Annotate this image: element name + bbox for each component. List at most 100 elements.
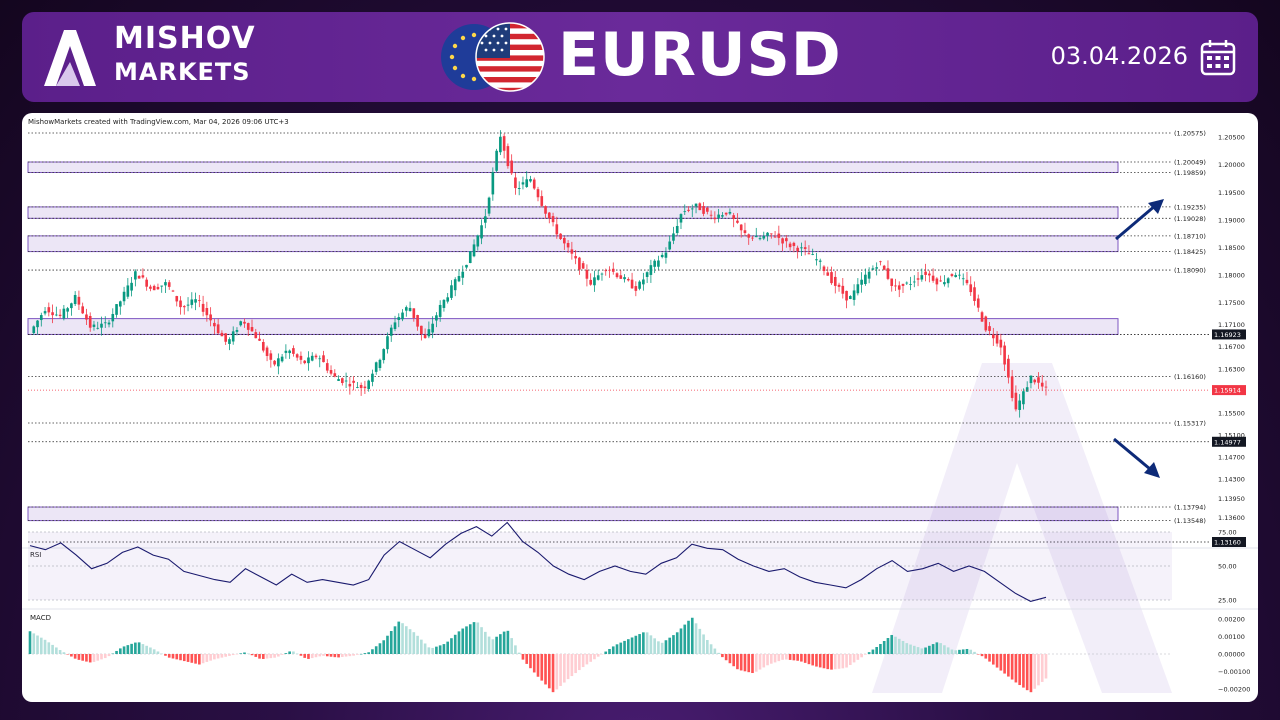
macd-bar-135 <box>536 654 540 677</box>
candle-133 <box>529 179 532 182</box>
macd-tick-2: 0.00000 <box>1218 651 1245 659</box>
price-tick-4: 1.18500 <box>1218 244 1245 252</box>
candle-44 <box>194 299 197 303</box>
macd-bar-70 <box>292 651 295 654</box>
candle-77 <box>318 358 322 360</box>
macd-bar-201 <box>785 654 788 660</box>
macd-bar-58 <box>246 653 250 654</box>
brand-line-2: MARKETS <box>114 58 251 86</box>
candle-110 <box>442 299 446 308</box>
macd-bar-86 <box>352 654 355 656</box>
macd-bar-2 <box>36 635 39 654</box>
macd-bar-199 <box>777 654 781 662</box>
candle-165 <box>649 265 653 275</box>
us-flag-icon <box>475 22 545 92</box>
macd-bar-52 <box>224 654 227 657</box>
macd-bar-147 <box>581 654 585 668</box>
candle-113 <box>453 279 457 291</box>
macd-bar-37 <box>167 654 171 658</box>
macd-bar-8 <box>58 650 62 654</box>
macd-bar-239 <box>928 645 931 654</box>
macd-bar-163 <box>642 632 645 654</box>
candle-140 <box>555 224 559 235</box>
level-label-3: (1.19235) <box>1174 203 1206 211</box>
currency-flags <box>441 22 545 92</box>
macd-bar-7 <box>55 647 58 654</box>
arrow-down-head <box>1144 462 1160 478</box>
candle-56 <box>239 321 243 326</box>
candle-131 <box>521 182 525 185</box>
candle-210 <box>818 260 822 262</box>
macd-bar-120 <box>480 627 483 654</box>
macd-bar-75 <box>310 654 314 659</box>
candles-group <box>32 130 1048 418</box>
macd-bar-266 <box>1029 654 1033 693</box>
macd-bar-242 <box>939 643 942 654</box>
macd-bar-241 <box>935 642 939 654</box>
macd-bar-198 <box>773 654 777 663</box>
macd-bar-109 <box>438 645 442 654</box>
macd-bar-17 <box>92 654 96 662</box>
rsi-line <box>29 521 1047 602</box>
macd-bar-24 <box>118 648 122 654</box>
candle-75 <box>310 355 314 361</box>
macd-bar-59 <box>250 654 254 656</box>
candle-238 <box>924 271 927 275</box>
macd-bar-127 <box>506 630 510 654</box>
highlight-tag-0 <box>1212 329 1246 340</box>
candle-175 <box>687 209 690 211</box>
candle-266 <box>1029 375 1033 384</box>
candle-35 <box>160 285 164 287</box>
candle-114 <box>457 276 461 282</box>
macd-bar-98 <box>397 621 401 654</box>
candle-159 <box>626 279 630 281</box>
macd-bar-237 <box>920 648 924 654</box>
macd-bar-187 <box>732 654 735 667</box>
macd-bar-87 <box>356 654 359 655</box>
macd-bar-49 <box>213 654 216 660</box>
macd-bar-214 <box>833 654 837 670</box>
candle-105 <box>423 334 427 339</box>
candle-162 <box>638 281 641 289</box>
candle-68 <box>284 350 288 353</box>
macd-bar-97 <box>393 626 397 654</box>
macd-bar-38 <box>171 654 175 659</box>
candle-139 <box>551 216 555 223</box>
candle-42 <box>186 304 190 306</box>
candle-134 <box>532 179 536 189</box>
candle-106 <box>427 329 431 337</box>
macd-bar-123 <box>491 639 495 654</box>
macd-bar-175 <box>687 620 690 654</box>
macd-bar-161 <box>634 635 638 654</box>
candle-224 <box>871 268 875 270</box>
arrow-up-head <box>1148 199 1164 214</box>
macd-bar-260 <box>1007 654 1010 677</box>
price-tick-9: 1.16300 <box>1218 365 1245 373</box>
candle-28 <box>134 271 137 280</box>
macd-bar-124 <box>495 636 498 654</box>
candle-98 <box>397 317 401 320</box>
macd-bar-142 <box>563 654 566 683</box>
candle-135 <box>536 189 540 198</box>
macd-bar-184 <box>721 654 724 658</box>
macd-bar-89 <box>363 653 367 654</box>
macd-bar-115 <box>461 628 465 654</box>
macd-bar-61 <box>258 654 261 659</box>
macd-bar-122 <box>487 636 491 654</box>
candle-155 <box>611 268 615 272</box>
candle-17 <box>92 324 96 327</box>
candle-4 <box>43 311 47 314</box>
candle-21 <box>107 322 111 325</box>
candle-97 <box>393 322 397 330</box>
candle-129 <box>514 177 517 189</box>
macd-bar-232 <box>901 640 905 654</box>
macd-bar-162 <box>638 634 641 654</box>
candle-244 <box>946 278 950 284</box>
macd-bar-235 <box>912 645 916 654</box>
candle-59 <box>250 327 254 332</box>
macd-bar-26 <box>126 645 130 654</box>
macd-bar-99 <box>401 623 404 654</box>
candle-122 <box>487 197 491 214</box>
candle-43 <box>190 299 194 305</box>
candle-125 <box>499 136 502 153</box>
